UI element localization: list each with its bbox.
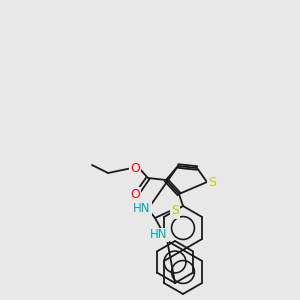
Text: HN: HN	[150, 229, 168, 242]
Text: S: S	[171, 205, 179, 218]
Text: O: O	[130, 188, 140, 200]
Text: O: O	[130, 161, 140, 175]
Text: S: S	[208, 176, 216, 188]
Text: HN: HN	[133, 202, 151, 215]
